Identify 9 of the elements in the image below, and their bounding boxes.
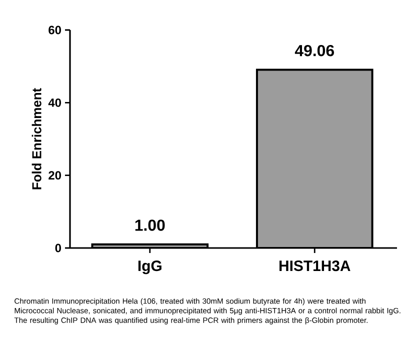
data-label: 49.06: [294, 44, 334, 56]
y-tick-label: 60: [48, 26, 61, 34]
y-tick-label: 40: [48, 98, 61, 107]
data-label: 1.00: [135, 220, 165, 231]
y-axis-title: Fold Enrichment: [32, 88, 42, 190]
x-tick-label: IgG: [138, 260, 162, 274]
x-tick-label: HIST1H3A: [280, 260, 350, 272]
y-tick-label: 0: [55, 244, 61, 252]
y-tick-label: 20: [48, 171, 61, 180]
